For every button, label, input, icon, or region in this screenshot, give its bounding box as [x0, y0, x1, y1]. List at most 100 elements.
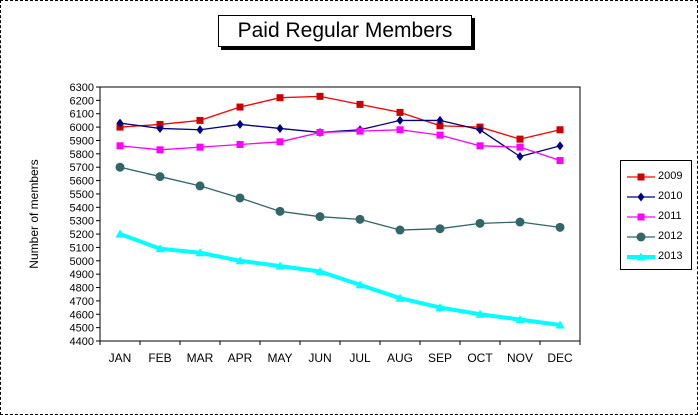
data-point-2012 — [115, 162, 125, 172]
legend-item-2011: 2011 — [621, 207, 691, 227]
data-point-2012 — [515, 217, 525, 227]
y-tick-label: 4700 — [70, 296, 94, 308]
data-point-2011 — [196, 143, 204, 151]
data-point-2010 — [476, 125, 484, 135]
x-tick-label: MAY — [267, 351, 292, 365]
data-point-2009 — [516, 135, 524, 143]
y-tick-label: 6100 — [70, 109, 94, 121]
data-point-2013 — [395, 293, 405, 302]
legend-label: 2012 — [658, 230, 683, 242]
legend-label: 2010 — [658, 190, 683, 202]
data-point-2010 — [276, 123, 284, 133]
y-tick-label: 5500 — [70, 189, 94, 201]
data-point-2012 — [555, 222, 565, 232]
legend-item-2010: 2010 — [621, 187, 691, 207]
y-tick-label: 6200 — [70, 95, 94, 107]
data-point-2009 — [316, 92, 324, 100]
y-tick-label: 5000 — [70, 256, 94, 268]
legend-swatch — [627, 232, 655, 242]
x-axis: JAN FEB MAR APR MAY JUN JUL AUG SEP OCT NOV DEC — [99, 341, 581, 365]
plot-area — [99, 86, 581, 342]
x-tick-label: FEB — [148, 351, 171, 365]
data-point-2011 — [516, 143, 524, 151]
legend-label: 2013 — [658, 250, 683, 262]
data-point-2011 — [156, 146, 164, 154]
data-point-2010 — [116, 118, 124, 128]
y-tick-label: 5600 — [70, 176, 94, 188]
data-point-2011 — [116, 142, 124, 150]
data-point-2011 — [276, 138, 284, 146]
data-point-2011 — [236, 140, 244, 148]
data-point-2013 — [435, 303, 445, 312]
data-point-2012 — [395, 225, 405, 235]
data-point-2012 — [475, 218, 485, 228]
chart-title: Paid Regular Members — [218, 15, 472, 47]
data-point-2013 — [475, 309, 485, 318]
legend-label: 2009 — [658, 170, 683, 182]
data-point-2009 — [196, 116, 204, 124]
data-point-2009 — [356, 100, 364, 108]
y-tick-label: 5200 — [70, 229, 94, 241]
x-tick-label: SEP — [428, 351, 452, 365]
data-point-2013 — [555, 320, 565, 329]
y-tick-label: 6000 — [70, 122, 94, 134]
data-point-2011 — [436, 131, 444, 139]
data-point-2012 — [275, 206, 285, 216]
y-tick-label: 4600 — [70, 309, 94, 321]
x-tick-label: JAN — [109, 351, 132, 365]
data-point-2009 — [236, 103, 244, 111]
legend-item-2009: 2009 — [621, 167, 691, 187]
data-point-2011 — [356, 127, 364, 135]
legend-item-2013: 2013 — [621, 247, 691, 267]
legend-swatch — [627, 173, 655, 181]
data-point-2012 — [235, 193, 245, 203]
data-point-2013 — [155, 244, 165, 253]
y-tick-label: 5900 — [70, 135, 94, 147]
y-tick-label: 5800 — [70, 149, 94, 161]
series-lines — [115, 92, 565, 329]
y-tick-label: 5300 — [70, 216, 94, 228]
y-tick-label: 6300 — [70, 82, 94, 94]
data-point-2012 — [195, 181, 205, 191]
data-point-2012 — [355, 214, 365, 224]
y-tick-label: 4800 — [70, 283, 94, 295]
data-point-2012 — [435, 224, 445, 234]
data-point-2011 — [316, 128, 324, 136]
legend-label: 2011 — [658, 210, 682, 222]
legend-swatch — [627, 192, 655, 202]
data-point-2010 — [156, 123, 164, 133]
data-point-2012 — [155, 172, 165, 182]
y-tick-label: 5100 — [70, 242, 94, 254]
data-point-2011 — [556, 157, 564, 165]
data-point-2013 — [195, 248, 205, 257]
y-tick-label: 4400 — [70, 336, 94, 348]
data-point-2013 — [235, 256, 245, 265]
y-tick-label: 5700 — [70, 162, 94, 174]
x-tick-label: MAR — [187, 351, 214, 365]
data-point-2009 — [396, 108, 404, 116]
data-point-2013 — [115, 229, 125, 238]
data-point-2009 — [436, 122, 444, 130]
data-point-2010 — [516, 152, 524, 162]
data-point-2010 — [196, 125, 204, 135]
data-point-2010 — [396, 115, 404, 125]
y-tick-label: 4900 — [70, 269, 94, 281]
series-line-2009 — [119, 95, 561, 140]
x-tick-label: NOV — [507, 351, 533, 365]
series-line-2012 — [119, 166, 561, 231]
legend-swatch — [627, 252, 655, 261]
data-point-2013 — [515, 315, 525, 324]
data-point-2013 — [275, 261, 285, 270]
legend-swatch — [627, 213, 655, 221]
data-point-2012 — [315, 212, 325, 222]
x-tick-label: JUL — [349, 351, 371, 365]
series-line-2013 — [119, 232, 561, 327]
y-tick-label: 4500 — [70, 323, 94, 335]
data-point-2010 — [556, 141, 564, 151]
data-point-2009 — [556, 126, 564, 134]
y-tick-label: 5400 — [70, 202, 94, 214]
data-point-2011 — [476, 142, 484, 150]
legend: 2009 2010 2011 2012 2013 — [620, 160, 692, 270]
